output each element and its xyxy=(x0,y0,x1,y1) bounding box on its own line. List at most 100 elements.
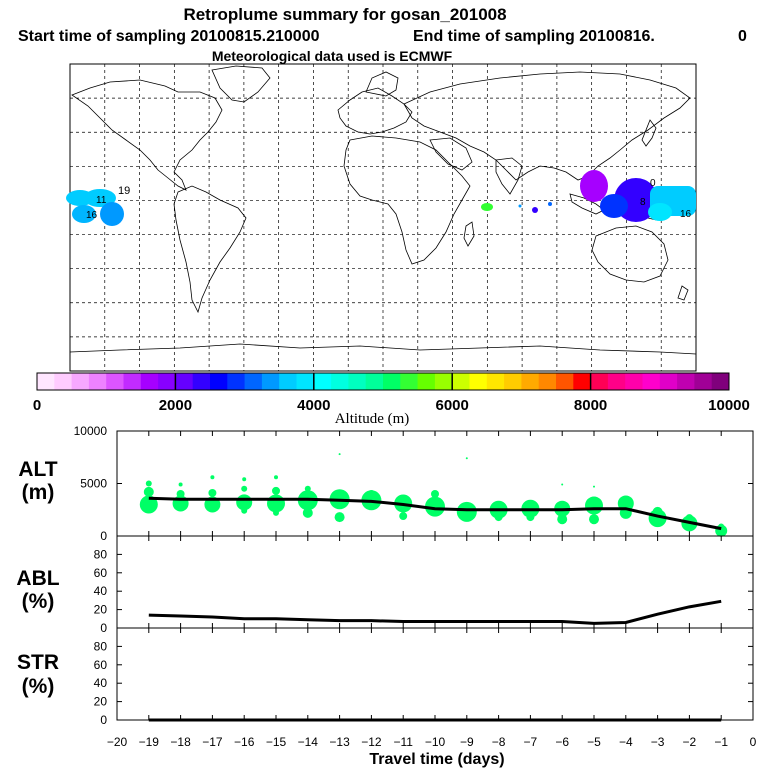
plume-label: 0 xyxy=(650,178,656,189)
alt-median-line xyxy=(148,496,722,531)
alt-scatter-point xyxy=(399,512,408,521)
coast-australia xyxy=(591,225,669,283)
alt-scatter-point xyxy=(685,514,694,523)
colorbar-swatch xyxy=(106,373,124,390)
coast-south-america xyxy=(173,185,247,314)
x-tick-label: −4 xyxy=(619,735,633,749)
colorbar-swatch xyxy=(383,373,401,390)
colorbar-swatch xyxy=(71,373,90,390)
y-tick-label: 60 xyxy=(94,566,108,580)
x-tick-label: −3 xyxy=(651,735,665,749)
alt-scatter-point xyxy=(241,485,248,492)
colorbar-swatch xyxy=(711,373,730,390)
alt-scatter-point xyxy=(178,482,183,487)
altitude-colorbar xyxy=(36,372,730,391)
coast-scandinavia xyxy=(365,71,399,97)
plume-cluster-west: 19 11 16 xyxy=(66,185,130,226)
alt-scatter-point xyxy=(431,490,439,498)
colorbar-swatch xyxy=(400,373,419,390)
coast-new-zealand xyxy=(677,285,689,301)
end-time-trail: 0 xyxy=(738,28,747,45)
y-tick-label: 60 xyxy=(94,658,108,672)
met-data-label: Meteorological data used is ECMWF xyxy=(212,48,453,64)
colorbar-swatch xyxy=(54,373,73,390)
alt-scatter-point xyxy=(210,475,215,480)
colorbar-swatch xyxy=(434,373,453,390)
alt-scatter-point xyxy=(274,475,278,480)
x-tick-label: −5 xyxy=(587,735,601,749)
x-tick-label: −18 xyxy=(170,735,191,749)
y-tick-label: 10000 xyxy=(74,424,108,438)
x-axis-title: Travel time (days) xyxy=(369,751,504,768)
plume-blob xyxy=(532,207,538,213)
colorbar-swatch xyxy=(175,373,194,390)
alt-scatter-point xyxy=(526,513,535,522)
x-tick-label: 0 xyxy=(750,735,757,749)
colorbar-swatch xyxy=(677,373,695,390)
alt-scatter-point xyxy=(367,490,376,498)
x-tick-label: −16 xyxy=(234,735,255,749)
colorbar-swatch xyxy=(590,373,609,390)
x-tick-label: −9 xyxy=(460,735,474,749)
colorbar-frame xyxy=(36,372,730,391)
plume-blob xyxy=(648,203,672,221)
colorbar-swatch xyxy=(504,373,522,390)
start-time-label: Start time of sampling 20100815.210000 xyxy=(18,28,320,45)
coast-madagascar xyxy=(463,221,475,247)
alt-scatter-point xyxy=(272,486,280,495)
colorbar-swatch xyxy=(210,373,228,390)
alt-scatter-point xyxy=(465,457,468,460)
x-tick-label: −11 xyxy=(393,735,413,749)
y-tick-label: 0 xyxy=(100,621,107,635)
alt-scatter-point xyxy=(585,496,603,515)
x-tick-label: −6 xyxy=(555,735,569,749)
x-tick-label: −10 xyxy=(425,735,446,749)
coast-north-america xyxy=(71,79,223,191)
x-tick-label: −8 xyxy=(492,735,506,749)
plume-blob xyxy=(580,170,608,202)
colorbar-swatch xyxy=(538,373,557,390)
y-tick-label: 80 xyxy=(94,639,108,653)
coast-asia xyxy=(403,71,691,181)
coast-africa xyxy=(343,135,471,265)
colorbar-tick-label: 4000 xyxy=(297,397,330,414)
y-tick-label: 20 xyxy=(94,695,108,709)
str-unit-label: (%) xyxy=(22,675,55,698)
colorbar-swatch xyxy=(365,373,384,390)
colorbar-swatch xyxy=(521,373,540,390)
colorbar-swatch xyxy=(261,373,280,390)
alt-label: ALT xyxy=(18,458,57,481)
y-tick-label: 0 xyxy=(100,529,107,543)
colorbar-title: Altitude (m) xyxy=(335,411,410,427)
x-tick-label: −17 xyxy=(202,735,223,749)
colorbar-swatch xyxy=(694,373,713,390)
alt-scatter-point xyxy=(334,512,345,523)
alt-scatter-point xyxy=(304,485,311,492)
x-tick-label: −15 xyxy=(266,735,287,749)
colorbar-swatch xyxy=(607,373,626,390)
colorbar-swatch xyxy=(123,373,142,390)
chart-title: Retroplume summary for gosan_201008 xyxy=(183,5,506,24)
alt-scatter-point xyxy=(242,477,247,482)
colorbar-swatch xyxy=(158,373,176,390)
alt-scatter-point xyxy=(338,453,341,456)
colorbar-swatch xyxy=(556,373,574,390)
plume-label: 16 xyxy=(680,209,692,220)
x-tick-label: −13 xyxy=(329,735,350,749)
colorbar-swatch xyxy=(417,373,436,390)
y-tick-label: 5000 xyxy=(80,477,107,491)
x-tick-label: −7 xyxy=(524,735,538,749)
colorbar-tick-label: 6000 xyxy=(436,397,469,414)
world-map: 19 11 16 0 8 16 xyxy=(66,63,697,372)
y-tick-label: 40 xyxy=(94,584,108,598)
colorbar-swatch xyxy=(296,373,315,390)
plume-label: 8 xyxy=(640,197,646,208)
plume-label: 16 xyxy=(86,210,98,221)
colorbar-swatch xyxy=(642,373,661,390)
colorbar-swatch xyxy=(625,373,643,390)
colorbar-swatch xyxy=(88,373,107,390)
plume-blob xyxy=(481,203,493,211)
x-tick-label: −14 xyxy=(298,735,319,749)
alt-scatter-point xyxy=(589,514,599,525)
